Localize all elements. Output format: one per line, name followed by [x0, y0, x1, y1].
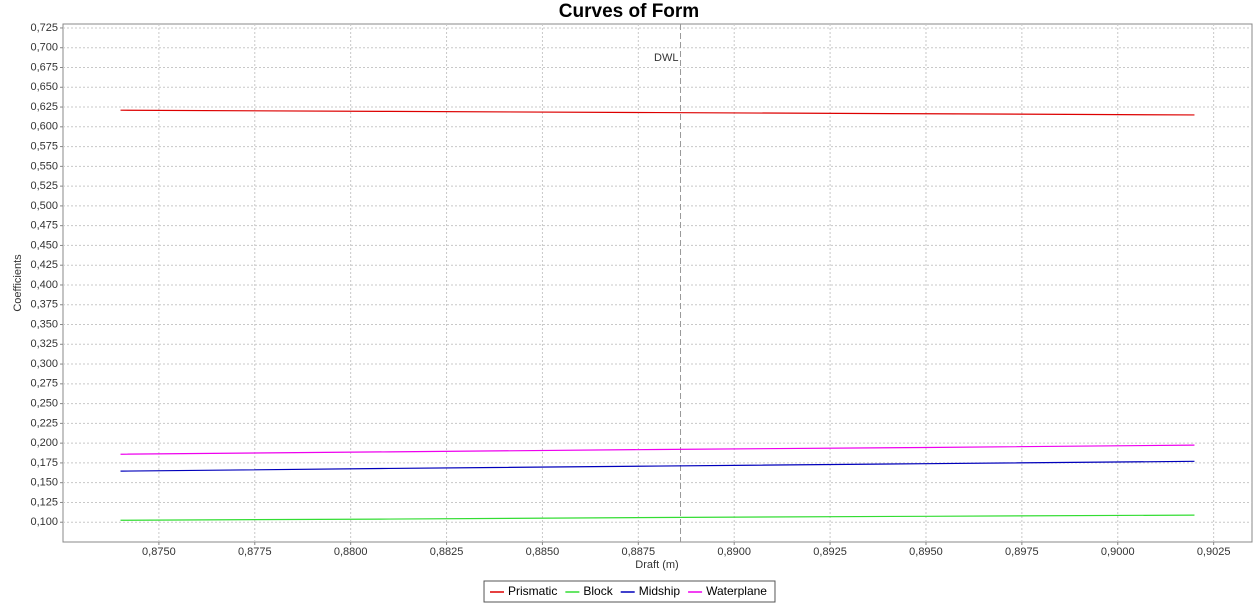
x-tick-label: 0,8825 [430, 546, 464, 558]
y-tick-label: 0,325 [30, 338, 58, 350]
y-tick-label: 0,350 [30, 318, 58, 330]
series-line [120, 109, 1195, 116]
legend-label: Waterplane [706, 584, 767, 598]
y-tick-label: 0,625 [30, 101, 58, 113]
x-tick-label: 0,8900 [717, 546, 751, 558]
x-tick-label: 0,9025 [1197, 546, 1231, 558]
x-axis-label: Draft (m) [635, 559, 678, 571]
y-tick-label: 0,575 [30, 140, 58, 152]
y-tick-label: 0,125 [30, 496, 58, 508]
y-tick-label: 0,450 [30, 239, 58, 251]
y-tick-label: 0,525 [30, 180, 58, 192]
y-tick-label: 0,500 [30, 200, 58, 212]
x-tick-label: 0,9000 [1101, 546, 1135, 558]
y-tick-label: 0,175 [30, 457, 58, 469]
x-tick-label: 0,8750 [142, 546, 176, 558]
y-tick-label: 0,600 [30, 121, 58, 133]
legend-label: Block [583, 584, 613, 598]
y-tick-label: 0,225 [30, 417, 58, 429]
y-tick-label: 0,275 [30, 378, 58, 390]
y-tick-label: 0,250 [30, 398, 58, 410]
x-tick-label: 0,8800 [334, 546, 368, 558]
y-tick-label: 0,700 [30, 42, 58, 54]
chart-title: Curves of Form [559, 1, 699, 22]
plot-area [62, 23, 1253, 543]
y-tick-label: 0,650 [30, 81, 58, 93]
x-tick-label: 0,8775 [238, 546, 272, 558]
x-tick-label: 0,8975 [1005, 546, 1039, 558]
y-tick-label: 0,300 [30, 358, 58, 370]
marker-label: DWL [654, 52, 678, 64]
x-tick-label: 0,8850 [526, 546, 560, 558]
y-tick-label: 0,200 [30, 437, 58, 449]
y-axis-label: Coefficients [12, 254, 24, 312]
y-tick-label: 0,100 [30, 516, 58, 528]
legend-label: Midship [639, 584, 681, 598]
x-tick-label: 0,8950 [909, 546, 943, 558]
y-tick-label: 0,150 [30, 477, 58, 489]
y-tick-label: 0,725 [30, 22, 58, 34]
y-tick-label: 0,425 [30, 259, 58, 271]
y-tick-label: 0,675 [30, 61, 58, 73]
legend: Prismatic Block Midship Waterplane [483, 580, 776, 603]
series-line [120, 460, 1195, 472]
series-line [120, 444, 1195, 455]
y-tick-label: 0,475 [30, 220, 58, 232]
y-tick-label: 0,375 [30, 299, 58, 311]
y-tick-label: 0,400 [30, 279, 58, 291]
y-tick-label: 0,550 [30, 160, 58, 172]
x-tick-label: 0,8925 [813, 546, 847, 558]
legend-label: Prismatic [508, 584, 557, 598]
x-tick-label: 0,8875 [621, 546, 655, 558]
series-line [120, 514, 1195, 521]
